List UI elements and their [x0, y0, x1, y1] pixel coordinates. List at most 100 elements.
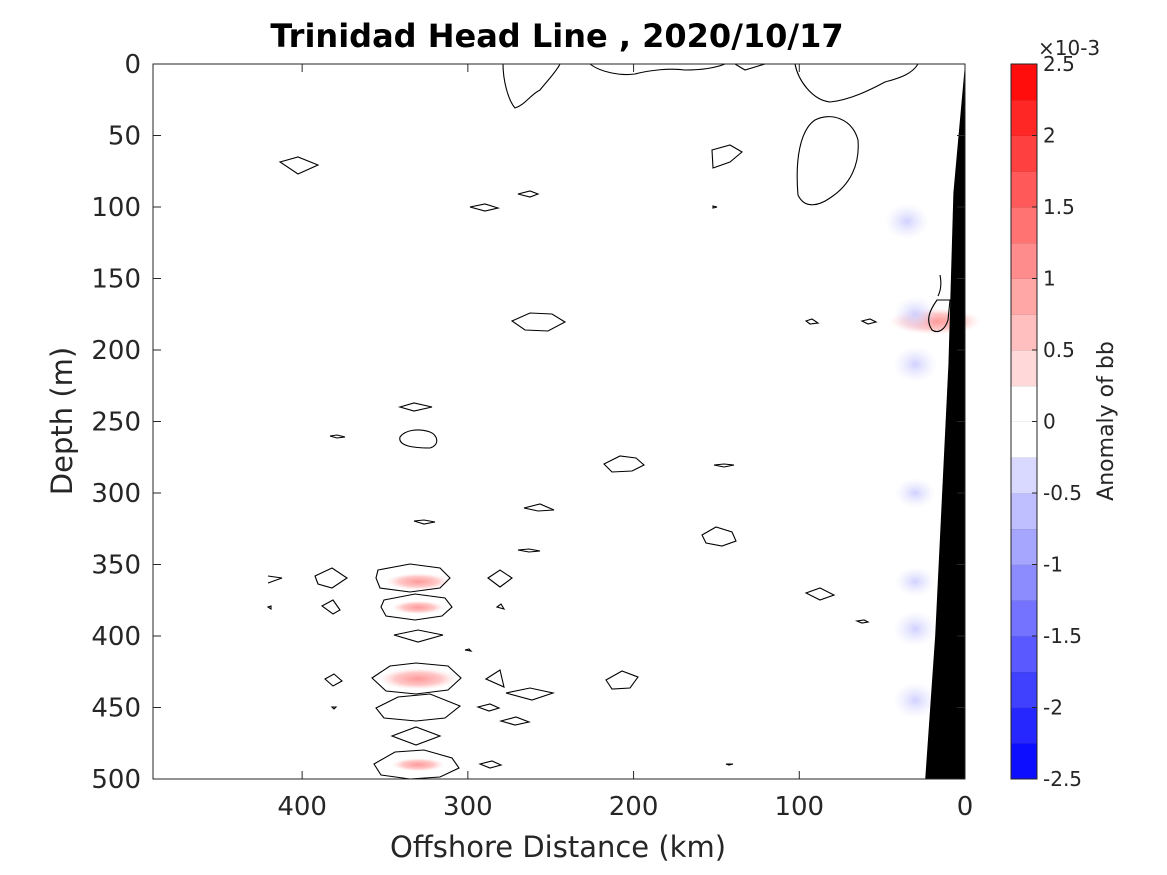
contour-line: [734, 63, 766, 71]
contour-line: [380, 593, 453, 621]
colorbar-bin: [1011, 350, 1037, 387]
x-tick-label: 300: [443, 792, 493, 822]
contour-line: [804, 318, 820, 325]
x-tick-label: 200: [609, 792, 659, 822]
colorbar-bin: [1011, 135, 1037, 172]
contour-line: [517, 548, 541, 553]
y-tick-label: 450: [91, 694, 141, 724]
contour-line: [266, 605, 272, 611]
y-tick-label: 200: [91, 336, 141, 366]
colorbar-tick-label: 2: [1043, 124, 1056, 148]
contour-line: [505, 687, 556, 701]
contour-line: [469, 203, 501, 212]
contour-line: [478, 760, 503, 769]
contour-line: [725, 763, 734, 766]
colorbar-bin: [1011, 636, 1037, 673]
colorbar-tick-label: -2.5: [1043, 767, 1082, 791]
contour-line: [487, 569, 513, 588]
contour-line: [854, 619, 870, 624]
x-tick-label: 0: [957, 792, 974, 822]
contour-line: [701, 526, 737, 547]
contour-line: [523, 503, 555, 512]
contour-line: [324, 673, 343, 687]
contour-line: [928, 299, 951, 333]
x-tick-label: 400: [277, 792, 327, 822]
contour-line: [330, 706, 338, 710]
colorbar-tick-label: 1.5: [1043, 195, 1075, 219]
y-tick-label: 150: [91, 265, 141, 295]
colorbar-bin: [1011, 278, 1037, 315]
contour-line: [498, 716, 531, 726]
positive-anomaly: [391, 758, 445, 772]
contour-line: [393, 629, 444, 643]
colorbar: [1011, 63, 1037, 780]
contour-line: [278, 156, 320, 175]
contour-line: [397, 402, 433, 412]
y-tick-label: 400: [91, 622, 141, 652]
positive-anomaly: [391, 600, 445, 615]
contour-line: [794, 63, 919, 103]
y-axis-label: Depth (m): [45, 347, 79, 495]
contour-line: [603, 455, 645, 473]
colorbar-bin: [1011, 385, 1037, 422]
colorbar-tick-label: 0: [1043, 410, 1056, 434]
negative-anomaly: [885, 203, 929, 240]
contour-line: [589, 63, 726, 76]
colorbar-multiplier: ×10-3: [1038, 36, 1100, 60]
y-tick-label: 300: [91, 479, 141, 509]
colorbar-tick-label: 0.5: [1043, 338, 1075, 362]
colorbar-bin: [1011, 314, 1037, 351]
anomaly-fills: [379, 203, 982, 772]
colorbar-bin: [1011, 743, 1037, 780]
contour-line: [320, 599, 341, 615]
contour-line: [267, 575, 283, 584]
negative-anomaly: [893, 682, 938, 719]
colorbar-bin: [1011, 171, 1037, 208]
contour-line: [860, 318, 878, 325]
contour-line: [495, 603, 506, 610]
colorbar-bin: [1011, 528, 1037, 565]
contour-line: [713, 463, 735, 468]
x-axis-label: Offshore Distance (km): [390, 830, 726, 864]
colorbar-bin: [1011, 493, 1037, 530]
negative-anomaly: [893, 296, 938, 333]
y-tick-label: 50: [108, 122, 141, 152]
y-tick-label: 0: [124, 50, 141, 80]
colorbar-label: Anomaly of bb: [1094, 341, 1119, 501]
contour-line: [464, 648, 473, 652]
contour-line: [712, 205, 718, 209]
y-tick-label: 500: [91, 765, 141, 795]
contour-line: [399, 429, 438, 449]
contour-line: [314, 567, 348, 589]
contour-line: [796, 116, 859, 206]
colorbar-bin: [1011, 600, 1037, 637]
positive-anomaly: [379, 668, 458, 690]
colorbar-bin: [1011, 457, 1037, 494]
contour-line: [804, 587, 836, 601]
colorbar-bin: [1011, 64, 1037, 101]
plot-area: [153, 64, 965, 779]
colorbar-tick-label: -1: [1043, 553, 1063, 577]
negative-anomaly: [895, 478, 936, 508]
contour-line: [390, 726, 442, 746]
colorbar-bin: [1011, 707, 1037, 744]
negative-anomaly: [893, 610, 938, 647]
colorbar-bin: [1011, 207, 1037, 244]
contour-line: [510, 312, 567, 332]
colorbar-bin: [1011, 421, 1037, 458]
contour-line: [329, 434, 346, 439]
contour-line: [476, 703, 501, 712]
colorbar-bin: [1011, 671, 1037, 708]
y-tick-label: 100: [91, 193, 141, 223]
contour-line: [517, 190, 540, 198]
negative-anomaly: [893, 346, 938, 383]
contour-line: [484, 669, 505, 688]
y-tick-label: 350: [91, 551, 141, 581]
contour-line: [373, 749, 460, 780]
contour-line: [502, 63, 561, 109]
contour-line: [413, 519, 436, 525]
contour-line: [375, 693, 462, 722]
colorbar-bin: [1011, 242, 1037, 279]
colorbar-tick-label: -2: [1043, 696, 1063, 720]
